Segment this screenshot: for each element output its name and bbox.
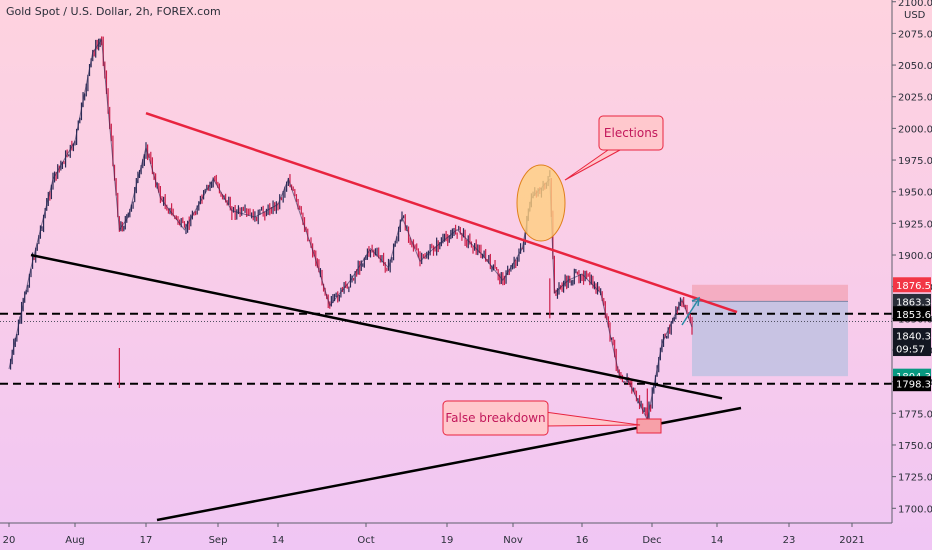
price-label-countdown: 09:57 [893, 341, 931, 357]
y-tick-label: 1750.00 [898, 441, 932, 452]
price-label-entry: 1863.38 [893, 293, 932, 309]
y-tick-label: 1700.00 [898, 504, 932, 515]
target-zone [692, 301, 848, 377]
price-label-text: 1798.39 [896, 380, 932, 391]
false-breakdown-box [636, 418, 662, 434]
x-tick-label: 20 [3, 535, 16, 546]
y-tick-label: 2050.00 [898, 61, 932, 72]
x-tick-label: 23 [783, 535, 796, 546]
price-label-text: 1840.37 [896, 332, 932, 343]
price-label-last-price: 1840.37 [893, 328, 932, 344]
x-tick-label: 14 [272, 535, 285, 546]
price-label-stop-loss: 1876.51 [893, 277, 932, 293]
x-tick-label: Nov [503, 535, 523, 546]
y-tick-label: 1925.00 [898, 219, 932, 230]
elections-callout: Elections [564, 115, 664, 181]
false-breakdown-callout-label: False breakdown [445, 411, 545, 425]
false-breakdown-callout: False breakdown [442, 400, 641, 436]
price-label-bg [893, 277, 931, 293]
price-series-line [8, 38, 693, 422]
price-label-bg [893, 293, 931, 309]
x-tick-label: Dec [642, 535, 661, 546]
price-candles [9, 36, 693, 429]
y-tick-label: 2000.00 [898, 124, 932, 135]
price-label-bg [893, 306, 931, 322]
symbol-title: Gold Spot / U.S. Dollar, 2h, FOREX.com [6, 5, 221, 18]
y-tick-label: 1775.00 [898, 409, 932, 420]
price-label-horizontal-level: 1853.62 [893, 306, 932, 322]
x-tick-label: Oct [357, 535, 374, 546]
price-label-text: 1863.38 [896, 297, 932, 308]
y-tick-label: 1725.00 [898, 473, 932, 484]
price-label-text: 1876.51 [896, 281, 932, 292]
support-trendline [30, 253, 723, 400]
y-tick-label: 1950.00 [898, 188, 932, 199]
y-tick-label: 2025.00 [898, 93, 932, 104]
resistance-trendline [145, 111, 738, 314]
x-tick-label: 19 [441, 535, 454, 546]
elections-callout-tail [564, 149, 621, 181]
false-breakdown-callout-box [442, 400, 549, 436]
x-tick-label: 2021 [839, 535, 864, 546]
projection-arrow [681, 299, 699, 326]
x-tick-label: 17 [140, 535, 153, 546]
stop-loss-zone [692, 284, 848, 302]
price-label-bg [893, 376, 931, 392]
price-label-bg [893, 328, 931, 344]
price-label-text: 09:57 [896, 345, 925, 356]
x-tick-label: 14 [711, 535, 724, 546]
elections-callout-box [598, 115, 664, 151]
y-tick-label: 1900.00 [898, 251, 932, 262]
projection-arrowhead [691, 296, 700, 307]
x-tick-label: 16 [576, 535, 589, 546]
y-tick-label: 1975.00 [898, 156, 932, 167]
x-tick-label: Aug [65, 535, 85, 546]
false-breakdown-callout-tail [544, 411, 641, 427]
elections-highlight [516, 164, 566, 242]
elections-callout-label: Elections [604, 126, 658, 140]
y-tick-label: 2100.00 [898, 0, 932, 9]
currency-label: USD [904, 10, 926, 21]
price-label-text: 1853.62 [896, 310, 932, 321]
price-label-bg [893, 341, 931, 357]
x-tick-label: Sep [209, 535, 228, 546]
y-tick-label: 2075.00 [898, 29, 932, 40]
price-label-horizontal-level: 1798.39 [893, 376, 932, 392]
